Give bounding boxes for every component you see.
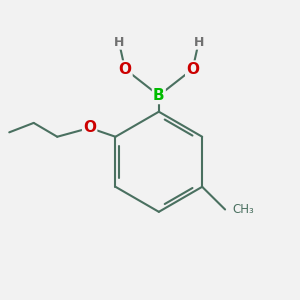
Text: O: O (186, 61, 199, 76)
Text: B: B (153, 88, 165, 103)
Text: O: O (118, 61, 131, 76)
Text: H: H (194, 36, 204, 49)
Text: O: O (83, 120, 96, 135)
Text: CH₃: CH₃ (232, 203, 254, 216)
Text: H: H (114, 36, 124, 49)
